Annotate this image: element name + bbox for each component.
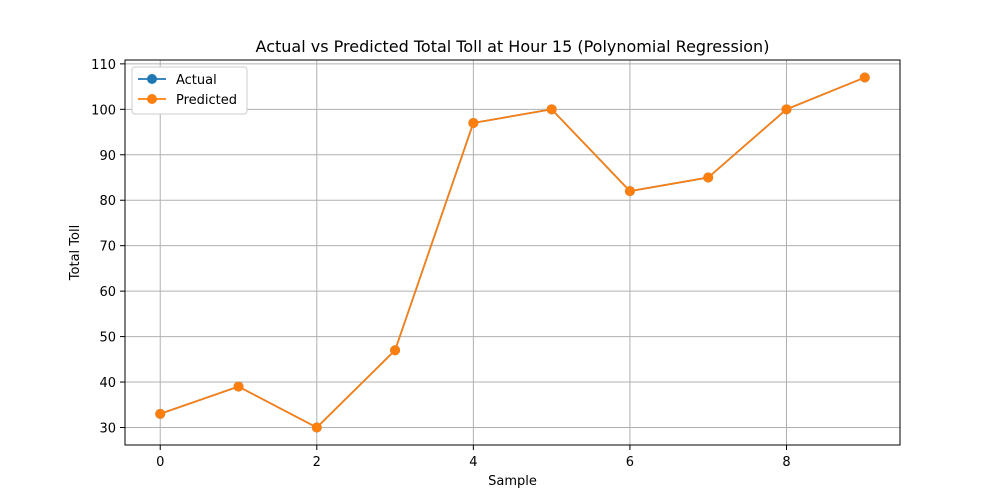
axis-ticks: 0 2 4 6 8 30 40 50 60 70 80 90 100 110	[91, 58, 790, 470]
data-point-predicted	[233, 381, 244, 392]
legend-marker-predicted	[147, 94, 157, 104]
data-point-predicted	[546, 104, 557, 115]
y-tick-label: 80	[99, 194, 116, 209]
y-tick-label: 100	[91, 103, 116, 118]
y-tick-label: 50	[99, 331, 116, 346]
x-tick-label: 4	[469, 455, 477, 470]
data-point-predicted	[859, 72, 870, 83]
plot-area-frame	[124, 59, 901, 446]
x-tick-label: 0	[156, 455, 164, 470]
data-point-predicted	[468, 117, 479, 128]
y-tick-label: 60	[99, 285, 116, 300]
series-layer	[155, 72, 870, 433]
data-point-predicted	[781, 104, 792, 115]
x-axis-label: Sample	[488, 474, 537, 489]
y-tick-label: 110	[91, 58, 116, 73]
y-tick-label: 70	[99, 240, 116, 255]
legend: Actual Predicted	[131, 66, 248, 115]
legend-label-actual: Actual	[176, 73, 217, 88]
y-tick-label: 30	[99, 422, 116, 437]
data-point-predicted	[624, 186, 635, 197]
data-point-predicted	[155, 408, 166, 419]
chart-title: Actual vs Predicted Total Toll at Hour 1…	[256, 37, 770, 56]
legend-marker-actual	[147, 74, 157, 84]
legend-label-predicted: Predicted	[176, 93, 237, 108]
data-point-predicted	[390, 345, 401, 356]
x-tick-label: 6	[626, 455, 634, 470]
y-axis-label: Total Toll	[68, 225, 83, 281]
data-point-predicted	[703, 172, 714, 183]
y-tick-label: 40	[99, 376, 116, 391]
y-tick-label: 90	[99, 149, 116, 164]
x-tick-label: 2	[313, 455, 321, 470]
data-point-predicted	[311, 422, 322, 433]
x-tick-label: 8	[782, 455, 790, 470]
series-line-predicted	[159, 76, 866, 429]
